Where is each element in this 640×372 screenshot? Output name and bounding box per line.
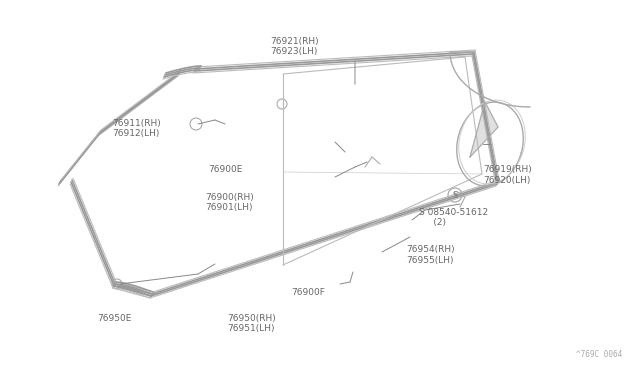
Text: 76954(RH)
76955(LH): 76954(RH) 76955(LH): [406, 245, 455, 264]
Text: ^769C 0064: ^769C 0064: [576, 350, 622, 359]
Polygon shape: [470, 102, 498, 157]
Text: 76919(RH)
76920(LH): 76919(RH) 76920(LH): [483, 165, 532, 185]
Text: 76950(RH)
76951(LH): 76950(RH) 76951(LH): [227, 314, 276, 333]
Text: 76911(RH)
76912(LH): 76911(RH) 76912(LH): [112, 119, 161, 138]
Text: 76921(RH)
76923(LH): 76921(RH) 76923(LH): [270, 37, 319, 56]
Text: 76900F: 76900F: [291, 288, 325, 296]
Text: 76900(RH)
76901(LH): 76900(RH) 76901(LH): [205, 193, 253, 212]
Text: 76950E: 76950E: [97, 314, 132, 323]
Text: 76900E: 76900E: [208, 165, 243, 174]
Text: S 08540-51612
     (2): S 08540-51612 (2): [419, 208, 488, 227]
Text: S: S: [452, 190, 458, 199]
